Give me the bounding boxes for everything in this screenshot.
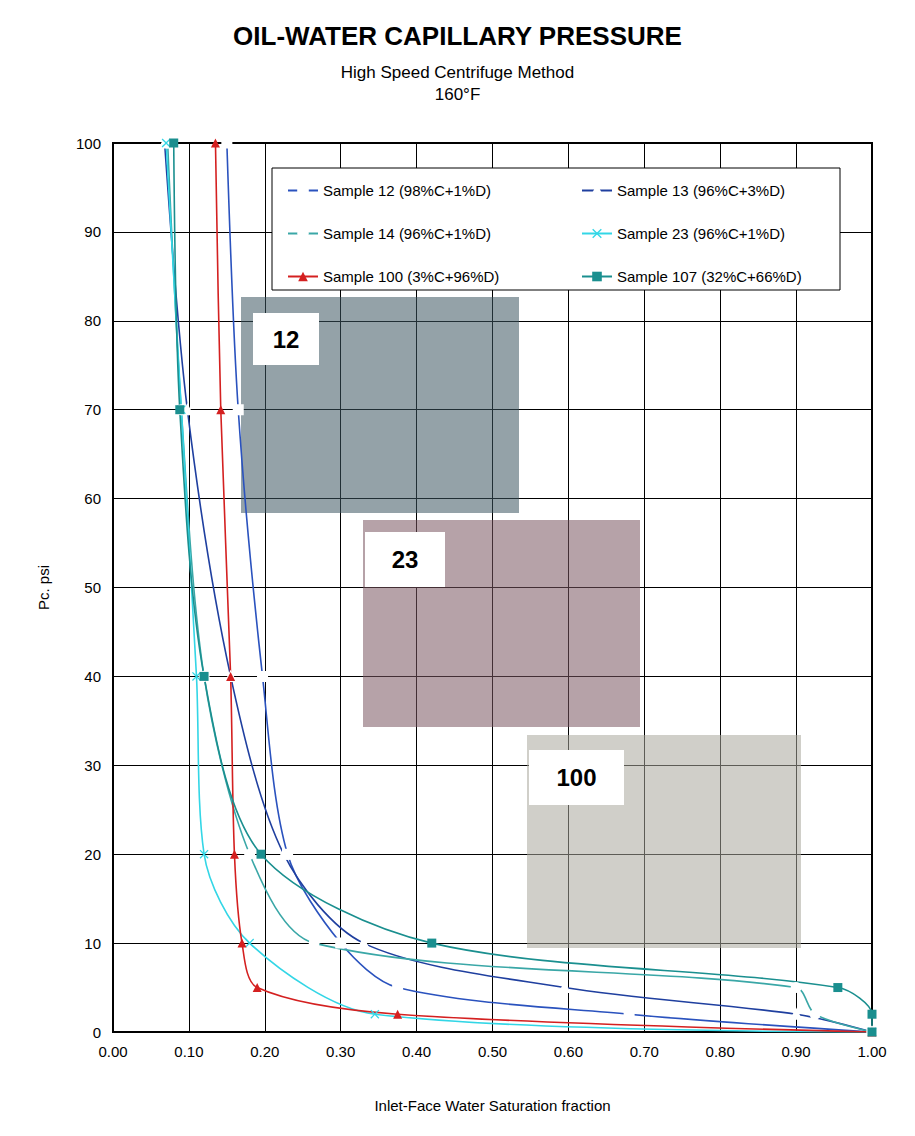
- svg-text:OIL-WATER CAPILLARY PRESSURE: OIL-WATER CAPILLARY PRESSURE: [233, 21, 682, 51]
- svg-text:0.10: 0.10: [174, 1043, 203, 1060]
- svg-text:100: 100: [556, 764, 596, 791]
- svg-text:90: 90: [84, 223, 101, 240]
- svg-text:100: 100: [76, 135, 101, 152]
- svg-text:Inlet-Face Water Saturation fr: Inlet-Face Water Saturation fraction: [374, 1097, 610, 1114]
- svg-text:23: 23: [392, 546, 419, 573]
- svg-text:30: 30: [84, 757, 101, 774]
- svg-text:Sample 100 (3%C+96%D): Sample 100 (3%C+96%D): [323, 268, 499, 285]
- svg-text:70: 70: [84, 401, 101, 418]
- svg-text:0.30: 0.30: [326, 1043, 355, 1060]
- svg-text:80: 80: [84, 312, 101, 329]
- svg-text:0.00: 0.00: [98, 1043, 127, 1060]
- svg-text:0.90: 0.90: [781, 1043, 810, 1060]
- svg-text:160°F: 160°F: [435, 85, 481, 104]
- svg-text:0: 0: [93, 1024, 101, 1041]
- svg-text:20: 20: [84, 846, 101, 863]
- svg-text:0.20: 0.20: [250, 1043, 279, 1060]
- svg-text:60: 60: [84, 490, 101, 507]
- svg-text:12: 12: [273, 326, 300, 353]
- svg-text:0.80: 0.80: [706, 1043, 735, 1060]
- svg-text:Sample 12 (98%C+1%D): Sample 12 (98%C+1%D): [323, 182, 491, 199]
- svg-text:0.40: 0.40: [402, 1043, 431, 1060]
- svg-text:Sample 14 (96%C+1%D): Sample 14 (96%C+1%D): [323, 225, 491, 242]
- svg-text:Pc. psi: Pc. psi: [35, 565, 52, 610]
- svg-text:0.70: 0.70: [630, 1043, 659, 1060]
- svg-text:Sample 23 (96%C+1%D): Sample 23 (96%C+1%D): [617, 225, 785, 242]
- svg-text:40: 40: [84, 668, 101, 685]
- svg-text:High Speed Centrifuge Method: High Speed Centrifuge Method: [341, 63, 574, 82]
- svg-text:Sample 107 (32%C+66%D): Sample 107 (32%C+66%D): [617, 268, 802, 285]
- svg-text:Sample 13 (96%C+3%D): Sample 13 (96%C+3%D): [617, 182, 785, 199]
- svg-text:50: 50: [84, 579, 101, 596]
- svg-text:10: 10: [84, 935, 101, 952]
- svg-text:1.00: 1.00: [857, 1043, 886, 1060]
- svg-text:0.50: 0.50: [478, 1043, 507, 1060]
- svg-text:0.60: 0.60: [554, 1043, 583, 1060]
